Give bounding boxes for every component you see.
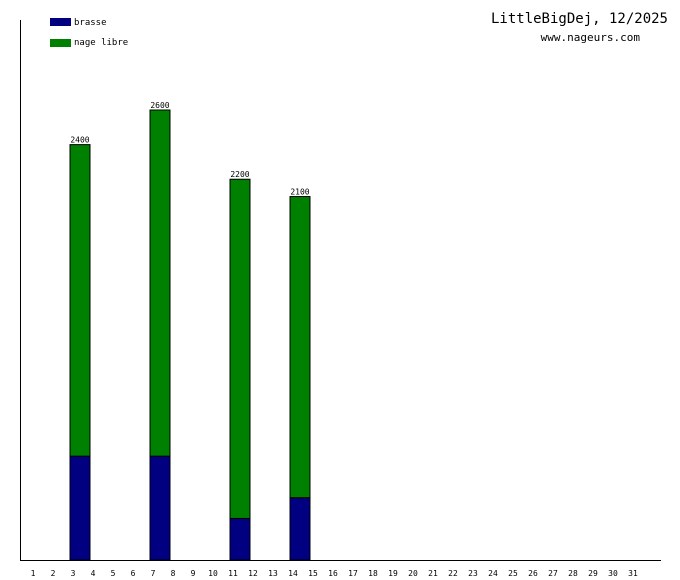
x-tick-label: 9 xyxy=(191,569,196,578)
x-tick-label: 20 xyxy=(408,569,418,578)
bar-nage-libre-day-11 xyxy=(229,178,251,519)
chart-title: LittleBigDej, 12/2025 xyxy=(491,11,668,27)
legend-swatch-brasse xyxy=(50,18,71,26)
x-tick-label: 14 xyxy=(288,569,298,578)
legend-swatch-nage-libre xyxy=(50,39,71,47)
x-tick-label: 2 xyxy=(51,569,56,578)
legend-label-brasse: brasse xyxy=(74,18,107,28)
total-label-day-14: 2100 xyxy=(290,188,309,197)
x-tick-label: 27 xyxy=(548,569,558,578)
x-tick-label: 30 xyxy=(608,569,618,578)
x-tick-label: 12 xyxy=(248,569,258,578)
bar-nage-libre-day-3 xyxy=(69,144,91,457)
x-tick-label: 7 xyxy=(151,569,156,578)
total-label-day-11: 2200 xyxy=(230,170,249,179)
x-tick-label: 4 xyxy=(91,569,96,578)
bar-brasse-day-7 xyxy=(149,455,171,561)
x-tick-label: 21 xyxy=(428,569,438,578)
x-tick-label: 19 xyxy=(388,569,398,578)
legend-label-nage-libre: nage libre xyxy=(74,38,128,48)
x-tick-label: 29 xyxy=(588,569,598,578)
x-tick-label: 28 xyxy=(568,569,578,578)
total-label-day-3: 2400 xyxy=(70,136,89,145)
bar-brasse-day-11 xyxy=(229,517,251,561)
x-tick-labels: 1 2 3 4 5 6 7 8 9 10 11 12 13 14 15 16 17 18 19 20 21 22 23 24 2… xyxy=(31,569,638,578)
x-tick-label: 10 xyxy=(208,569,218,578)
bar-brasse-day-14 xyxy=(289,497,311,561)
x-tick-label: 3 xyxy=(71,569,76,578)
bar-nage-libre-day-14 xyxy=(289,196,311,499)
x-tick-label: 31 xyxy=(628,569,638,578)
x-tick-label: 13 xyxy=(268,569,278,578)
x-tick-label: 16 xyxy=(328,569,338,578)
x-tick-label: 5 xyxy=(111,569,116,578)
x-tick-label: 6 xyxy=(131,569,136,578)
x-tick-label: 8 xyxy=(171,569,176,578)
x-tick-label: 22 xyxy=(448,569,458,578)
x-tick-label: 24 xyxy=(488,569,498,578)
bars-layer xyxy=(69,109,311,561)
x-tick-label: 1 xyxy=(31,569,36,578)
chart-subtitle: www.nageurs.com xyxy=(541,31,641,44)
x-tick-label: 26 xyxy=(528,569,538,578)
x-tick-label: 25 xyxy=(508,569,518,578)
x-tick-label: 23 xyxy=(468,569,478,578)
x-tick-label: 15 xyxy=(308,569,318,578)
x-tick-label: 18 xyxy=(368,569,378,578)
bar-nage-libre-day-7 xyxy=(149,109,171,457)
legend: brasse nage libre xyxy=(50,18,128,48)
x-tick-label: 17 xyxy=(348,569,358,578)
total-labels-layer: 2400 2600 2200 2100 xyxy=(70,101,309,197)
total-label-day-7: 2600 xyxy=(150,101,169,110)
bar-brasse-day-3 xyxy=(69,455,91,561)
x-tick-label: 11 xyxy=(228,569,238,578)
